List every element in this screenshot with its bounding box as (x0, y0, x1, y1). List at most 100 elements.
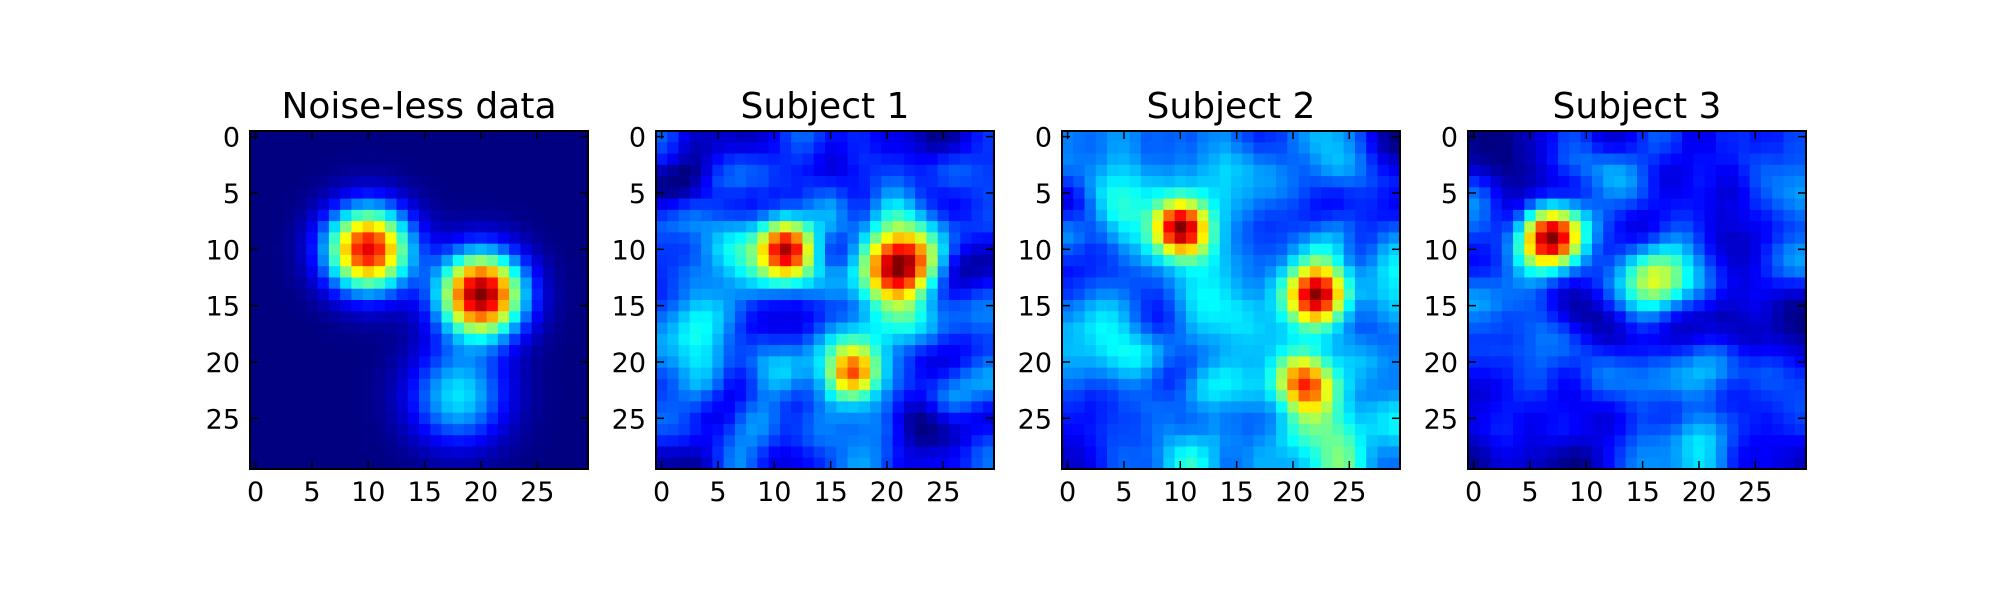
heatmap-cell (1298, 356, 1311, 369)
heatmap-cell (1095, 131, 1108, 143)
heatmap-cell (847, 209, 860, 222)
heatmap-cell (261, 254, 274, 267)
heatmap-cell (892, 457, 905, 470)
heatmap-cell (825, 446, 837, 459)
heatmap-cell (1648, 457, 1661, 470)
heatmap-cell (1749, 142, 1762, 155)
heatmap-cell (1580, 333, 1593, 346)
heatmap-cell (1591, 187, 1604, 200)
heatmap-cell (1625, 356, 1638, 369)
heatmap-cell (1569, 131, 1582, 143)
heatmap-cell (1468, 232, 1480, 245)
heatmap-cell (734, 221, 747, 233)
heatmap-cell (1219, 277, 1232, 290)
heatmap-cell (746, 221, 758, 233)
heatmap-cell (1625, 277, 1638, 290)
heatmap-cell (1276, 131, 1288, 143)
heatmap-cell (497, 209, 510, 222)
heatmap-cell (1715, 423, 1728, 436)
x-tick-label: 15 (813, 477, 847, 508)
heatmap-cell (1152, 446, 1164, 459)
heatmap-cell (1174, 198, 1187, 211)
heatmap-cell (1377, 322, 1390, 335)
heatmap-cell (430, 401, 443, 414)
heatmap-cell (858, 457, 871, 470)
heatmap-cell (1727, 209, 1739, 222)
heatmap-cell (452, 266, 465, 279)
heatmap-cell (757, 243, 770, 256)
heatmap-cell (1693, 187, 1706, 200)
heatmap-cell (1682, 277, 1694, 290)
heatmap-cell (396, 423, 409, 436)
heatmap-cell (1794, 322, 1807, 335)
heatmap-cell (1535, 356, 1548, 369)
heatmap-cell (1264, 333, 1277, 346)
heatmap-cell (1242, 198, 1255, 211)
heatmap-cell (779, 356, 792, 369)
heatmap-cell (1321, 401, 1333, 414)
heatmap-cell (1107, 288, 1119, 301)
heatmap-cell (1648, 356, 1661, 369)
heatmap-cell (362, 221, 375, 233)
heatmap-cell (1580, 254, 1593, 267)
heatmap-cell (1231, 367, 1243, 380)
heatmap-cell (1253, 187, 1266, 200)
heatmap-cell (667, 176, 680, 188)
heatmap-cell (1603, 243, 1616, 256)
heatmap-cell (441, 457, 454, 470)
heatmap-cell (1693, 254, 1706, 267)
heatmap-cell (520, 311, 533, 324)
heatmap-cell (1614, 142, 1627, 155)
heatmap-cell (452, 254, 465, 267)
heatmap-cell (1490, 457, 1503, 470)
heatmap-cell (802, 390, 815, 402)
heatmap-cell (1197, 367, 1210, 380)
heatmap-cell (948, 187, 961, 200)
heatmap-cell (971, 198, 984, 211)
heatmap-cell (1163, 457, 1176, 470)
heatmap-cell (1073, 198, 1086, 211)
heatmap-cell (1321, 435, 1333, 448)
heatmap-cell (1558, 311, 1570, 324)
heatmap-cell (441, 288, 454, 301)
heatmap-cell (926, 232, 939, 245)
heatmap-cell (1377, 221, 1390, 233)
heatmap-cell (768, 322, 781, 335)
heatmap-cell (475, 254, 488, 267)
heatmap-cell (250, 142, 262, 155)
heatmap-cell (1343, 187, 1356, 200)
heatmap-cell (1185, 435, 1198, 448)
heatmap-cell (1152, 164, 1164, 177)
heatmap-cell (250, 153, 262, 166)
heatmap-cell (802, 277, 815, 290)
heatmap-cell (1603, 198, 1616, 211)
heatmap-cell (373, 187, 386, 200)
heatmap-cell (667, 333, 680, 346)
heatmap-cell (1388, 198, 1401, 211)
heatmap-cell (825, 378, 837, 391)
heatmap-cell (858, 288, 871, 301)
heatmap-cell (836, 378, 849, 391)
heatmap-cell (306, 221, 319, 233)
heatmap-cell (903, 435, 916, 448)
heatmap-cell (1377, 333, 1390, 346)
heatmap-cell (475, 288, 488, 301)
heatmap-cell (1749, 356, 1762, 369)
heatmap-cell (486, 142, 499, 155)
heatmap-cell (1174, 378, 1187, 391)
heatmap-cell (836, 435, 849, 448)
heatmap-cell (1095, 423, 1108, 436)
heatmap-cell (1163, 333, 1176, 346)
heatmap-cell (542, 221, 555, 233)
heatmap-cell (1468, 333, 1480, 346)
heatmap-cell (1118, 288, 1131, 301)
heatmap-cell (903, 333, 916, 346)
heatmap-cell (441, 378, 454, 391)
heatmap-cell (937, 300, 950, 312)
heatmap-cell (1073, 423, 1086, 436)
heatmap-cell (723, 153, 736, 166)
heatmap-cell (971, 277, 984, 290)
heatmap-cell (373, 435, 386, 448)
heatmap-cell (283, 266, 296, 279)
heatmap-cell (1591, 300, 1604, 312)
